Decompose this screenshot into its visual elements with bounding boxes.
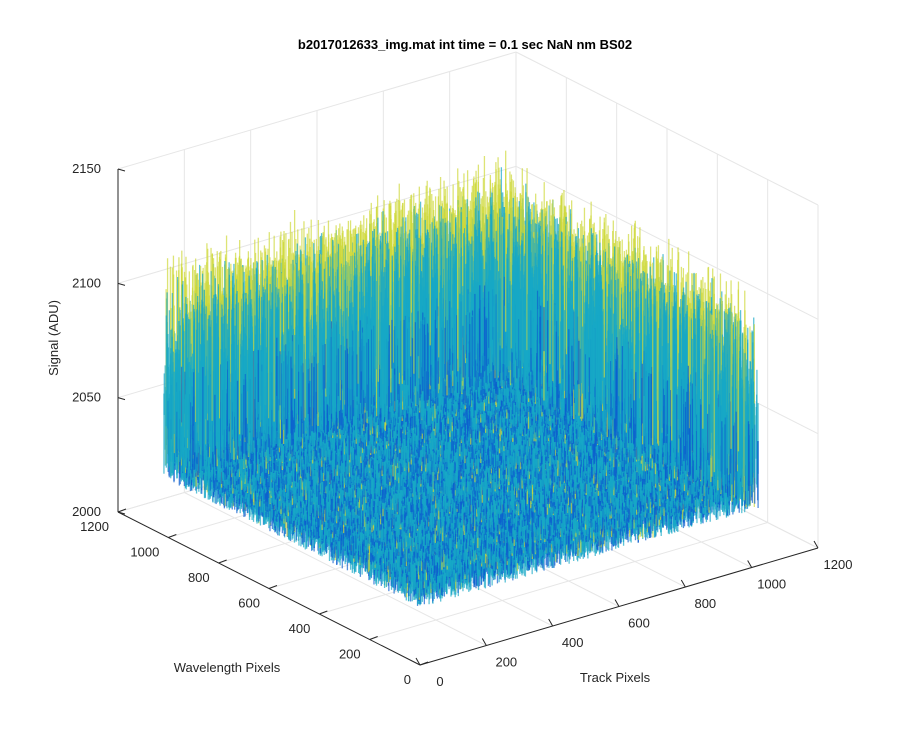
signal-surface (164, 151, 758, 606)
